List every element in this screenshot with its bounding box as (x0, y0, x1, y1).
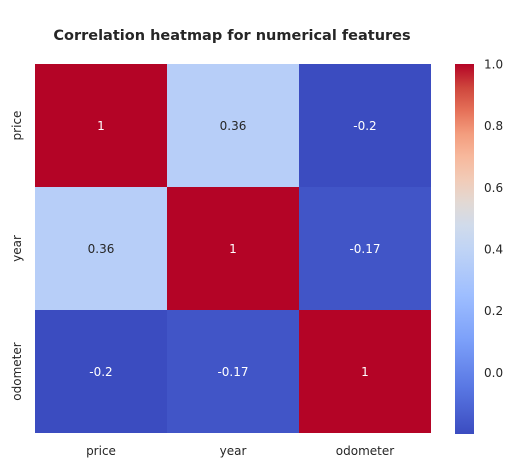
y-tick-label-odometer: odometer (10, 342, 24, 400)
colorbar-tick-0.2: 0.2 (484, 304, 503, 318)
y-axis-tick-labels: price year odometer (10, 111, 24, 401)
cell-annotation-year-price: 0.36 (88, 242, 115, 256)
x-tick-label-price: price (86, 444, 116, 458)
heatmap-cell-odometer-odometer (299, 310, 431, 433)
cell-annotation-odometer-price: -0.2 (89, 365, 112, 379)
x-axis-tick-labels: price year odometer (86, 444, 394, 458)
heatmap-cell-price-price (35, 64, 167, 187)
heatmap-cell-price-year (167, 64, 299, 187)
heatmap-cells (35, 64, 431, 433)
heatmap-cell-odometer-price (35, 310, 167, 433)
heatmap-cell-year-price (35, 187, 167, 310)
colorbar-tick-0.4: 0.4 (484, 243, 503, 257)
cell-annotation-price-price: 1 (97, 119, 105, 133)
colorbar-tick-0.8: 0.8 (484, 119, 503, 133)
colorbar (455, 64, 474, 434)
colorbar-tick-0.0: 0.0 (484, 366, 503, 380)
x-tick-label-odometer: odometer (336, 444, 394, 458)
heatmap-cell-year-odometer (299, 187, 431, 310)
heatmap-cell-odometer-year (167, 310, 299, 433)
chart-title: Correlation heatmap for numerical featur… (53, 28, 410, 44)
y-tick-label-price: price (10, 111, 24, 141)
cell-annotation-year-odometer: -0.17 (349, 242, 380, 256)
heatmap-cell-year-year (167, 187, 299, 310)
colorbar-tick-0.6: 0.6 (484, 181, 503, 195)
cell-annotation-price-year: 0.36 (220, 119, 247, 133)
heatmap-cell-price-odometer (299, 64, 431, 187)
heatmap-annotations: 1 0.36 -0.2 0.36 1 -0.17 -0.2 -0.17 1 (88, 119, 381, 379)
cell-annotation-odometer-odometer: 1 (361, 365, 369, 379)
y-tick-label-year: year (10, 235, 24, 262)
x-tick-label-year: year (220, 444, 247, 458)
colorbar-tick-labels: 0.0 0.2 0.4 0.6 0.8 1.0 (484, 58, 503, 380)
cell-annotation-year-year: 1 (229, 242, 237, 256)
colorbar-tick-1.0: 1.0 (484, 58, 503, 72)
cell-annotation-price-odometer: -0.2 (353, 119, 376, 133)
cell-annotation-odometer-year: -0.17 (217, 365, 248, 379)
